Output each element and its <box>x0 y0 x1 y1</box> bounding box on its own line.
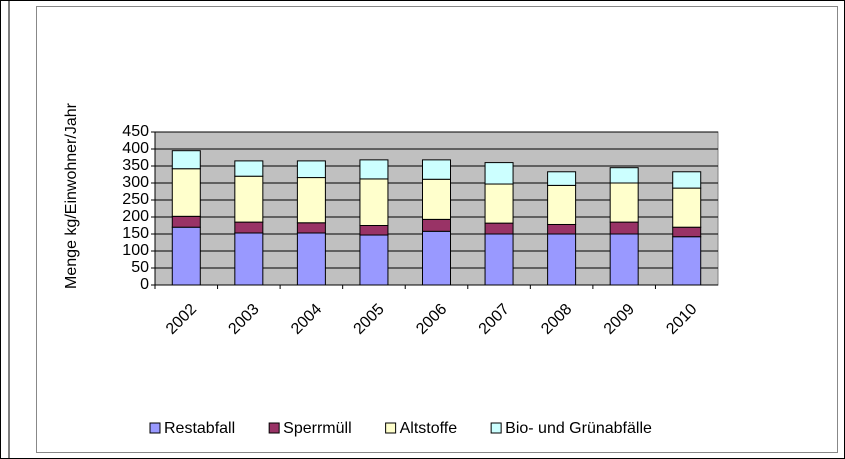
bar-segment <box>609 221 639 235</box>
bar-segment <box>422 218 451 232</box>
bar-segment <box>609 167 639 184</box>
bar-segment <box>171 226 201 286</box>
bar-segment <box>234 175 264 223</box>
y-tick-label: 400 <box>122 140 149 157</box>
y-tick-label: 250 <box>122 191 149 208</box>
bar-segment <box>422 178 451 220</box>
legend-swatch <box>490 422 502 434</box>
bar-segment <box>547 233 577 286</box>
y-tick-label: 350 <box>122 157 149 174</box>
bar-segment <box>484 222 514 235</box>
bar-segment <box>296 222 326 234</box>
bar-segment <box>484 233 514 286</box>
bar-segment <box>296 177 326 224</box>
bar-segment <box>234 232 264 286</box>
bar-segment <box>359 178 389 226</box>
y-tick-label: 100 <box>122 242 149 259</box>
y-tick-label: 450 <box>122 123 149 140</box>
bar-segment <box>547 171 577 186</box>
bar-segment <box>484 162 514 185</box>
bar-segment <box>234 160 264 177</box>
bar-segment <box>672 187 702 228</box>
bar-segment <box>359 225 389 236</box>
bar-segment <box>359 159 389 180</box>
y-tick-label: 300 <box>122 174 149 191</box>
y-tick-label: 150 <box>122 225 149 242</box>
bar-segment <box>547 184 577 225</box>
legend-label: Sperrmüll <box>283 420 351 437</box>
y-tick-label: 50 <box>131 259 149 276</box>
legend-label: Altstoffe <box>400 420 458 437</box>
y-axis-label: Menge kg/Einwohner/Jahr <box>63 102 80 289</box>
bar-segment <box>672 171 702 189</box>
bar-segment <box>672 236 702 286</box>
legend-label: Bio- und Grünabfälle <box>505 420 652 437</box>
bar-segment <box>171 150 201 170</box>
legend-swatch <box>149 422 161 434</box>
bar-segment <box>296 232 326 286</box>
legend-swatch <box>385 422 397 434</box>
bar-segment <box>171 168 201 217</box>
bar-segment <box>609 182 639 223</box>
legend-label: Restabfall <box>164 420 235 437</box>
bar-segment <box>672 226 702 238</box>
bar-segment <box>359 234 389 286</box>
bar-segment <box>234 221 264 234</box>
bar-segment <box>171 215 201 228</box>
bar-segment <box>547 223 577 235</box>
chart-border <box>36 6 838 453</box>
y-tick-label: 200 <box>122 208 149 225</box>
bar-segment <box>609 233 639 286</box>
bar-segment <box>422 230 451 286</box>
bar-segment <box>484 183 514 224</box>
bar-segment <box>422 159 451 180</box>
y-tick-label: 0 <box>140 276 149 293</box>
bar-segment <box>296 160 326 179</box>
legend-swatch <box>268 422 280 434</box>
